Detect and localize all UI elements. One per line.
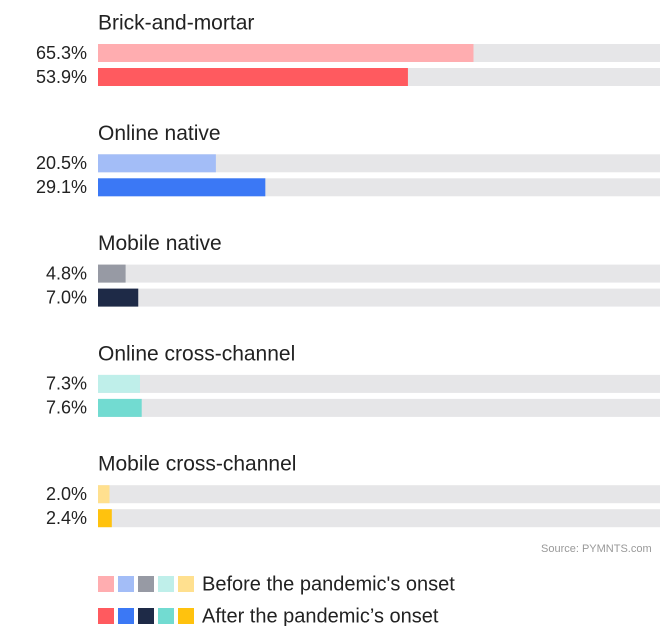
bar (98, 44, 474, 62)
legend-label: Before the pandemic's onset (202, 573, 455, 595)
bar-track (98, 264, 660, 283)
legend-swatch (138, 608, 154, 624)
value-label: 7.3% (46, 374, 87, 394)
bar (98, 154, 216, 173)
legend-swatch (118, 576, 134, 592)
legend-swatch (118, 608, 134, 624)
legend-swatch (158, 608, 174, 624)
group-title: Brick-and-mortar (98, 12, 254, 35)
group-title: Online native (98, 122, 221, 145)
bar (98, 485, 110, 504)
bar-track (98, 154, 660, 173)
bar (98, 374, 140, 393)
bar (98, 398, 142, 417)
value-label: 2.4% (46, 508, 87, 528)
value-label: 65.3% (36, 43, 87, 63)
legend-swatch (158, 576, 174, 592)
value-label: 2.0% (46, 484, 87, 504)
value-label: 20.5% (36, 153, 87, 173)
value-label: 7.0% (46, 287, 87, 307)
bar-track (98, 288, 660, 307)
value-label: 4.8% (46, 263, 87, 283)
legend-swatch (178, 576, 194, 592)
bar-track (98, 398, 660, 417)
legend-swatch (98, 576, 114, 592)
group-title: Online cross-channel (98, 342, 295, 365)
bar (98, 288, 139, 307)
group-title: Mobile native (98, 232, 222, 255)
source: Source: PYMNTS.com (541, 543, 652, 555)
bar-track (98, 485, 660, 504)
value-label: 53.9% (36, 67, 87, 87)
bar (98, 178, 266, 197)
value-label: 29.1% (36, 177, 87, 197)
bar (98, 509, 112, 528)
bar (98, 264, 126, 283)
bar (98, 68, 408, 86)
legend-label: After the pandemic’s onset (202, 605, 439, 626)
legend-swatch (178, 608, 194, 624)
bar-track (98, 509, 660, 528)
group-title: Mobile cross-channel (98, 453, 296, 476)
bar-track (98, 374, 660, 393)
legend-swatch (138, 576, 154, 592)
value-label: 7.6% (46, 398, 87, 418)
legend-swatch (98, 608, 114, 624)
